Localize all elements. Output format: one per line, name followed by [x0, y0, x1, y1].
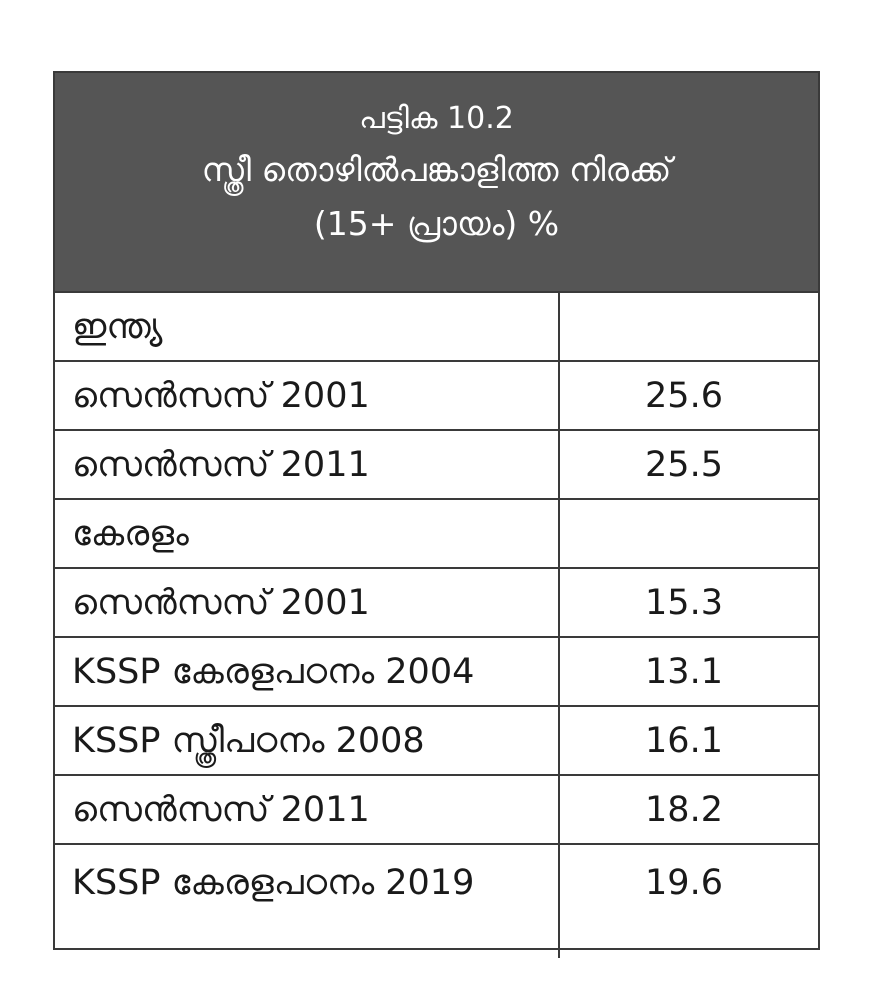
row-label: സെൻസസ് 2001: [55, 569, 560, 636]
row-label: KSSP കേരളപഠനം 2004: [55, 638, 560, 705]
row-value: 25.5: [645, 445, 723, 485]
data-table: പട്ടിക 10.2 സ്ത്രീ തൊഴിൽപങ്കാളിത്ത നിരക്…: [53, 71, 820, 958]
table-row: സെൻസസ് 2001 15.3: [55, 569, 818, 638]
row-value: 25.6: [645, 376, 723, 416]
table-row-kerala: കേരളം: [55, 500, 818, 569]
table-row: സെൻസസ് 2011 18.2: [55, 776, 818, 845]
row-label: KSSP സ്ത്രീപഠനം 2008: [55, 707, 560, 774]
row-value: 13.1: [645, 652, 723, 692]
table-row: സെൻസസ് 2001 25.6: [55, 362, 818, 431]
table-title: സ്ത്രീ തൊഴിൽപങ്കാളിത്ത നിരക്ക്: [201, 150, 672, 189]
row-label: കേരളം: [55, 500, 560, 567]
row-label: സെൻസസ് 2011: [55, 776, 560, 843]
table-caption: പട്ടിക 10.2: [359, 101, 514, 136]
table-row: സെൻസസ് 2011 25.5: [55, 431, 818, 500]
row-value: 19.6: [645, 863, 723, 903]
row-value: [560, 500, 818, 567]
row-label: സെൻസസ് 2011: [55, 431, 560, 498]
row-value: 18.2: [645, 790, 723, 830]
row-label: KSSP കേരളപഠനം 2019: [55, 845, 560, 958]
table-header: പട്ടിക 10.2 സ്ത്രീ തൊഴിൽപങ്കാളിത്ത നിരക്…: [55, 73, 818, 293]
row-label: സെൻസസ് 2001: [55, 362, 560, 429]
table-row: KSSP കേരളപഠനം 2004 13.1: [55, 638, 818, 707]
row-value: 16.1: [645, 721, 723, 761]
table-row: KSSP കേരളപഠനം 2019 19.6: [55, 845, 818, 958]
table-row: KSSP സ്ത്രീപഠനം 2008 16.1: [55, 707, 818, 776]
row-label: ഇന്ത്യ: [55, 293, 560, 360]
table-row-india: ഇന്ത്യ: [55, 293, 818, 362]
row-value: [560, 293, 818, 360]
row-value: 15.3: [645, 583, 723, 623]
table-subtitle: (15+ പ്രായം) %: [313, 204, 560, 243]
